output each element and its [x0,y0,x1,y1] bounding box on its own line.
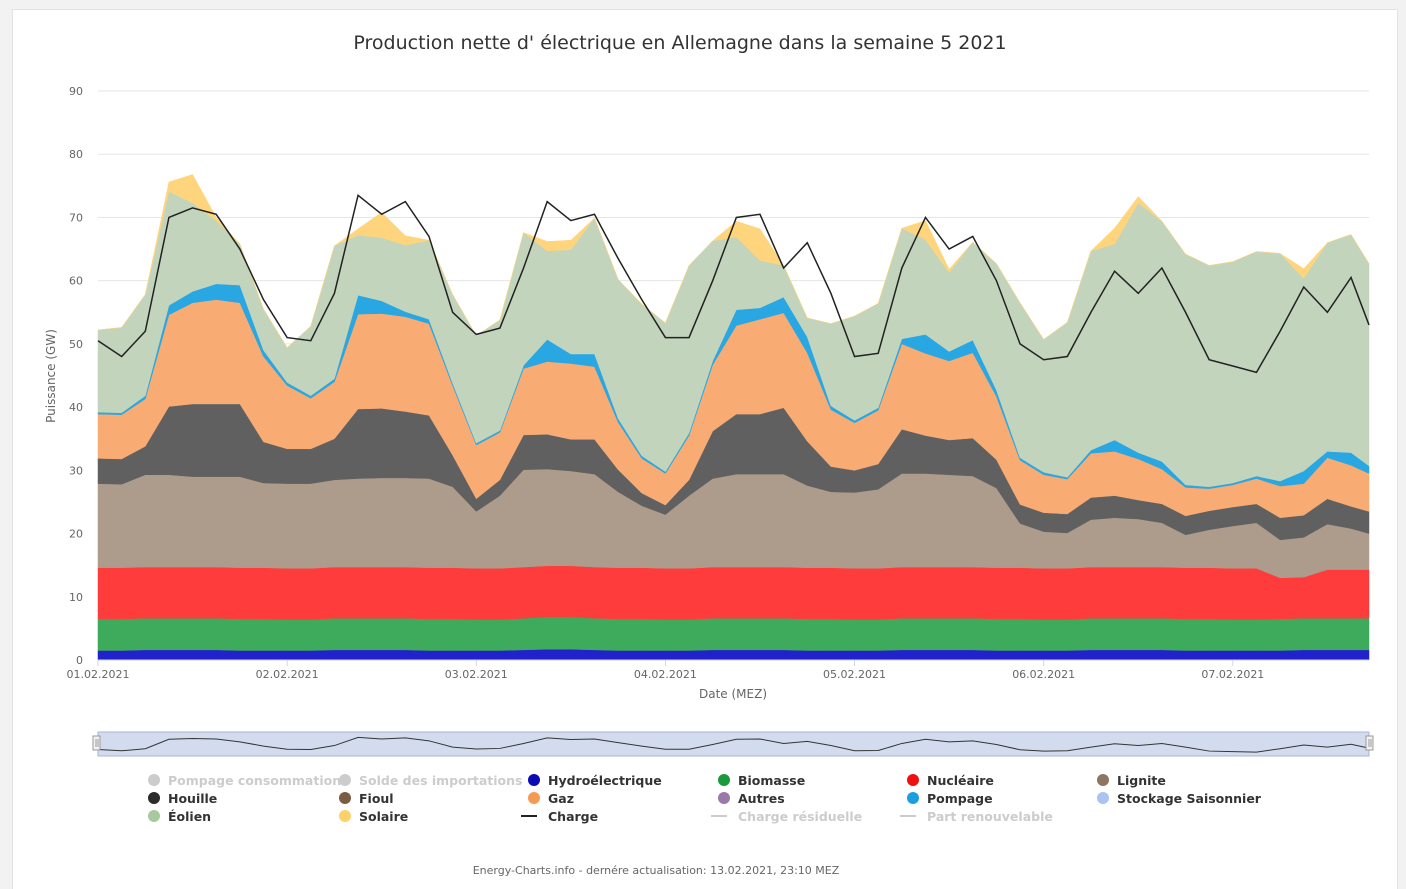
legend-label: Houille [168,791,217,806]
legend-label: Hydroélectrique [548,773,662,788]
area-biomasse[interactable] [97,616,1370,651]
legend-symbol [148,792,160,804]
chart-title: Production nette d' électrique en Allema… [353,32,1006,54]
load-series [97,193,1370,374]
credits: Energy-Charts.info - dernére actualisati… [473,864,840,877]
legend-label: Solde des importations [359,773,522,788]
legend-label: Stockage Saisonnier [1117,791,1262,806]
legend-symbol [339,792,351,804]
legend-item-solde-des-importations[interactable]: Solde des importations [339,773,522,788]
legend-item-fioul[interactable]: Fioul [339,791,394,806]
legend-item-hydroelectrique[interactable]: Hydroélectrique [528,773,662,788]
legend-label: Part renouvelable [927,809,1053,824]
y-tick-label: 20 [69,528,83,541]
legend-item-solaire[interactable]: Solaire [339,809,408,824]
legend-symbol [339,774,351,786]
y-axis: 0 10 20 30 40 50 60 70 80 90 [69,85,83,667]
y-axis-title: Puissance (GW) [44,329,58,423]
legend-item-pompage[interactable]: Pompage [907,791,993,806]
load-line[interactable] [97,193,1370,374]
legend-symbol [528,792,540,804]
y-tick-label: 70 [69,211,83,224]
legend-symbol [339,810,351,822]
legend-item-charge-residuelle[interactable]: Charge résiduelle [711,809,862,824]
x-tick-label: 04.02.2021 [634,668,697,681]
chart-svg: Production nette d' électrique en Allema… [44,32,1374,877]
x-tick-label: 05.02.2021 [823,668,886,681]
legend-label: Nucléaire [927,773,994,788]
x-axis: 01.02.2021 02.02.2021 03.02.2021 04.02.2021… [67,660,1264,681]
legend-label: Autres [738,791,785,806]
area-hydroelectrique[interactable] [97,649,1370,661]
x-axis-title: Date (MEZ) [699,687,767,701]
legend-item-charge[interactable]: Charge [521,809,598,824]
y-tick-label: 0 [76,654,83,667]
legend: Pompage consommation Solde des importatio… [148,773,1262,824]
stacked-areas [97,174,1370,661]
legend-symbol [718,792,730,804]
legend-item-houille[interactable]: Houille [148,791,217,806]
navigator[interactable] [92,731,1374,757]
legend-item-gaz[interactable]: Gaz [528,791,574,806]
legend-symbol [528,774,540,786]
legend-item-eolien[interactable]: Éolien [148,809,211,824]
y-tick-label: 90 [69,85,83,98]
navigator-handle-left[interactable] [92,735,101,751]
legend-symbol [1097,774,1109,786]
y-tick-label: 10 [69,591,83,604]
area-nucleaire[interactable] [97,565,1370,620]
legend-symbol [907,792,919,804]
legend-symbol [148,774,160,786]
y-tick-label: 80 [69,148,83,161]
y-tick-label: 40 [69,401,83,414]
x-tick-label: 06.02.2021 [1012,668,1075,681]
legend-label: Charge résiduelle [738,809,862,824]
legend-label: Éolien [168,809,211,824]
legend-item-pompage-consommation[interactable]: Pompage consommation [148,773,341,788]
legend-item-nucleaire[interactable]: Nucléaire [907,773,994,788]
chart-card: Production nette d' électrique en Allema… [12,9,1398,889]
x-tick-label: 03.02.2021 [445,668,508,681]
legend-label: Pompage consommation [168,773,341,788]
legend-item-part-renouvelable[interactable]: Part renouvelable [900,809,1053,824]
legend-label: Solaire [359,809,408,824]
legend-label: Charge [548,809,598,824]
x-tick-label: 02.02.2021 [256,668,319,681]
y-tick-label: 60 [69,275,83,288]
legend-label: Biomasse [738,773,805,788]
y-tick-label: 50 [69,338,83,351]
x-tick-label: 01.02.2021 [67,668,130,681]
legend-symbol [1097,792,1109,804]
legend-label: Pompage [927,791,993,806]
navigator-window[interactable] [97,731,1370,757]
navigator-handle-right[interactable] [1365,735,1374,751]
legend-item-autres[interactable]: Autres [718,791,785,806]
legend-symbol [148,810,160,822]
navigator-series [97,736,1370,753]
legend-symbol [718,774,730,786]
legend-item-biomasse[interactable]: Biomasse [718,773,805,788]
legend-label: Gaz [548,791,574,806]
legend-symbol [907,774,919,786]
y-tick-label: 30 [69,464,83,477]
legend-item-lignite[interactable]: Lignite [1097,773,1166,788]
legend-label: Fioul [359,791,394,806]
legend-label: Lignite [1117,773,1166,788]
x-tick-label: 07.02.2021 [1201,668,1264,681]
legend-item-stockage-saisonnier[interactable]: Stockage Saisonnier [1097,791,1262,806]
